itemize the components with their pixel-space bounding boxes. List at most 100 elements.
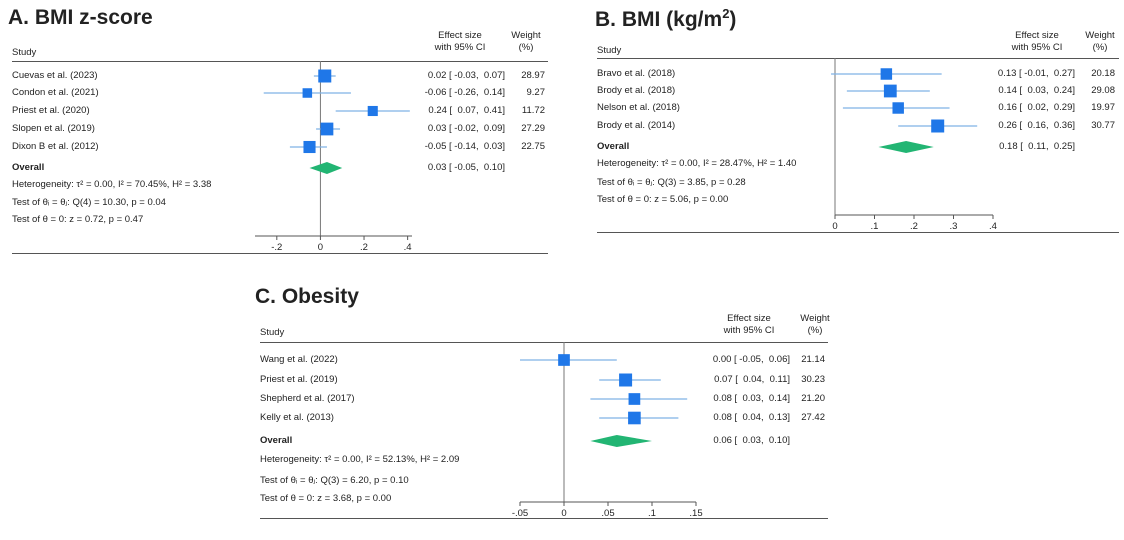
panel-title: C. Obesity	[255, 285, 359, 309]
footer-rule	[597, 232, 1119, 233]
overall-effect-ci-text: 0.03 [ -0.05, 0.10]	[427, 162, 505, 173]
study-weight-text: 9.27	[526, 87, 546, 98]
study-weight-text: 22.75	[521, 141, 545, 152]
panel-title: B. BMI (kg/m2)	[595, 6, 736, 32]
study-weight-text: 19.97	[1091, 102, 1115, 113]
study-effect-ci-text: 0.13 [ -0.01, 0.27]	[997, 68, 1075, 79]
study-label: Brody et al. (2014)	[597, 120, 676, 131]
forest-panel-a: A. BMI z-score Effect size with 95% CI Weig…	[0, 0, 560, 260]
study-effect-ci-text: -0.06 [ -0.26, 0.14]	[424, 87, 505, 98]
study-label: Wang et al. (2022)	[260, 354, 338, 365]
study-effect-marker	[320, 122, 334, 136]
x-axis-tick-label: 0	[561, 508, 566, 519]
forest-plot-area: -.2 0 .2 .4	[255, 61, 412, 253]
overall-label: Overall	[12, 162, 45, 173]
header-rule	[12, 61, 548, 62]
weight-header: Weight (%)	[504, 30, 548, 54]
study-weight-text: 28.97	[521, 70, 545, 81]
study-effect-marker	[883, 84, 897, 98]
effect-size-header-line2: with 95% CI	[1011, 42, 1063, 53]
study-effect-marker	[558, 354, 570, 366]
study-weight-text: 11.72	[521, 105, 545, 116]
study-effect-ci-text: -0.05 [ -0.14, 0.03]	[424, 141, 505, 152]
study-effect-marker	[892, 102, 904, 114]
study-effect-marker	[302, 88, 313, 98]
stat-test-zero: Test of θ = 0: z = 3.68, p = 0.00	[260, 493, 392, 504]
x-axis-tick-label: .05	[601, 508, 614, 519]
stat-test-equal: Test of θᵢ = θⱼ: Q(3) = 6.20, p = 0.10	[260, 475, 409, 486]
overall-label: Overall	[597, 141, 630, 152]
study-weight-text: 20.18	[1091, 68, 1115, 79]
study-effect-ci-text: 0.03 [ -0.02, 0.09]	[427, 123, 505, 134]
forest-panel-c: C. Obesity Effect size with 95% CI Weight (%…	[245, 280, 845, 531]
study-label: Condon et al. (2021)	[12, 87, 99, 98]
panel-title-text: BMI (kg/m	[621, 8, 723, 31]
x-axis-tick-label: 0	[318, 242, 323, 253]
study-label: Shepherd et al. (2017)	[260, 393, 355, 404]
x-axis-tick-label: -.05	[512, 508, 528, 519]
study-weight-text: 30.77	[1091, 120, 1115, 131]
x-axis-tick-label: .2	[910, 221, 918, 232]
study-effect-ci-text: 0.07 [ 0.04, 0.11]	[714, 374, 790, 385]
overall-effect-ci-text: 0.18 [ 0.11, 0.25]	[999, 141, 1075, 152]
weight-header: Weight (%)	[1078, 30, 1122, 54]
study-effect-ci-text: 0.24 [ 0.07, 0.41]	[428, 105, 505, 116]
study-effect-marker	[880, 68, 893, 80]
study-weight-text: 21.14	[801, 354, 825, 365]
weight-header-line1: Weight	[511, 30, 541, 41]
study-effect-ci-text: 0.14 [ 0.03, 0.24]	[998, 85, 1075, 96]
stat-test-equal: Test of θᵢ = θⱼ: Q(3) = 3.85, p = 0.28	[597, 177, 746, 188]
study-effect-ci-text: 0.00 [ -0.05, 0.06]	[712, 354, 790, 365]
effect-size-header-line2: with 95% CI	[434, 42, 486, 53]
weight-header: Weight (%)	[793, 313, 837, 337]
x-axis-tick-label: .1	[648, 508, 656, 519]
study-label: Nelson et al. (2018)	[597, 102, 680, 113]
forest-panel-b: B. BMI (kg/m2) Effect size with 95% CI Weig…	[585, 0, 1124, 240]
study-column-header: Study	[597, 45, 622, 56]
panel-title-text: BMI z-score	[34, 6, 153, 29]
stat-heterogeneity: Heterogeneity: τ² = 0.00, I² = 70.45%, H…	[12, 179, 212, 190]
study-effect-ci-text: 0.16 [ 0.02, 0.29]	[998, 102, 1075, 113]
x-axis-tick-label: 0	[832, 221, 837, 232]
study-effect-marker	[931, 119, 945, 133]
overall-effect-ci-text: 0.06 [ 0.03, 0.10]	[713, 435, 790, 446]
effect-size-header: Effect size with 95% CI	[714, 313, 784, 337]
study-effect-marker	[628, 393, 641, 405]
footer-rule	[260, 518, 828, 519]
weight-header-line2: (%)	[518, 42, 534, 53]
x-axis-tick-label: .1	[871, 221, 879, 232]
x-axis-tick-label: .3	[950, 221, 958, 232]
effect-size-header-line1: Effect size	[1015, 30, 1059, 41]
study-effect-marker	[367, 105, 378, 117]
study-effect-ci-text: 0.08 [ 0.04, 0.13]	[713, 412, 790, 423]
stat-test-zero: Test of θ = 0: z = 0.72, p = 0.47	[12, 214, 144, 225]
study-label: Priest et al. (2019)	[260, 374, 338, 385]
weight-header-line1: Weight	[1085, 30, 1115, 41]
study-effect-marker	[628, 411, 641, 425]
panel-title-prefix: C.	[255, 285, 276, 308]
study-label: Brody et al. (2018)	[597, 85, 676, 96]
footer-rule	[12, 253, 548, 254]
panel-title-text: Obesity	[281, 285, 359, 308]
study-effect-ci-text: 0.02 [ -0.03, 0.07]	[427, 70, 505, 81]
study-label: Cuevas et al. (2023)	[12, 70, 98, 81]
stat-test-equal: Test of θᵢ = θⱼ: Q(4) = 10.30, p = 0.04	[12, 197, 166, 208]
weight-header-line2: (%)	[1092, 42, 1108, 53]
x-axis-tick-label: .15	[689, 508, 702, 519]
study-effect-marker	[619, 373, 633, 387]
study-column-header: Study	[260, 327, 285, 338]
study-effect-marker	[318, 69, 332, 83]
overall-label: Overall	[260, 435, 293, 446]
x-axis-tick-label: -.2	[271, 242, 282, 253]
header-rule	[260, 342, 828, 343]
overall-diamond	[590, 435, 652, 447]
study-effect-ci-text: 0.26 [ 0.16, 0.36]	[998, 120, 1075, 131]
study-label: Slopen et al. (2019)	[12, 123, 95, 134]
study-weight-text: 27.29	[521, 123, 545, 134]
stat-heterogeneity: Heterogeneity: τ² = 0.00, I² = 28.47%, H…	[597, 158, 797, 169]
study-column-header: Study	[12, 47, 37, 58]
panel-title-prefix: A.	[8, 6, 29, 29]
weight-header-line2: (%)	[807, 325, 823, 336]
panel-title-suffix: )	[729, 8, 737, 31]
stat-heterogeneity: Heterogeneity: τ² = 0.00, I² = 52.13%, H…	[260, 454, 460, 465]
